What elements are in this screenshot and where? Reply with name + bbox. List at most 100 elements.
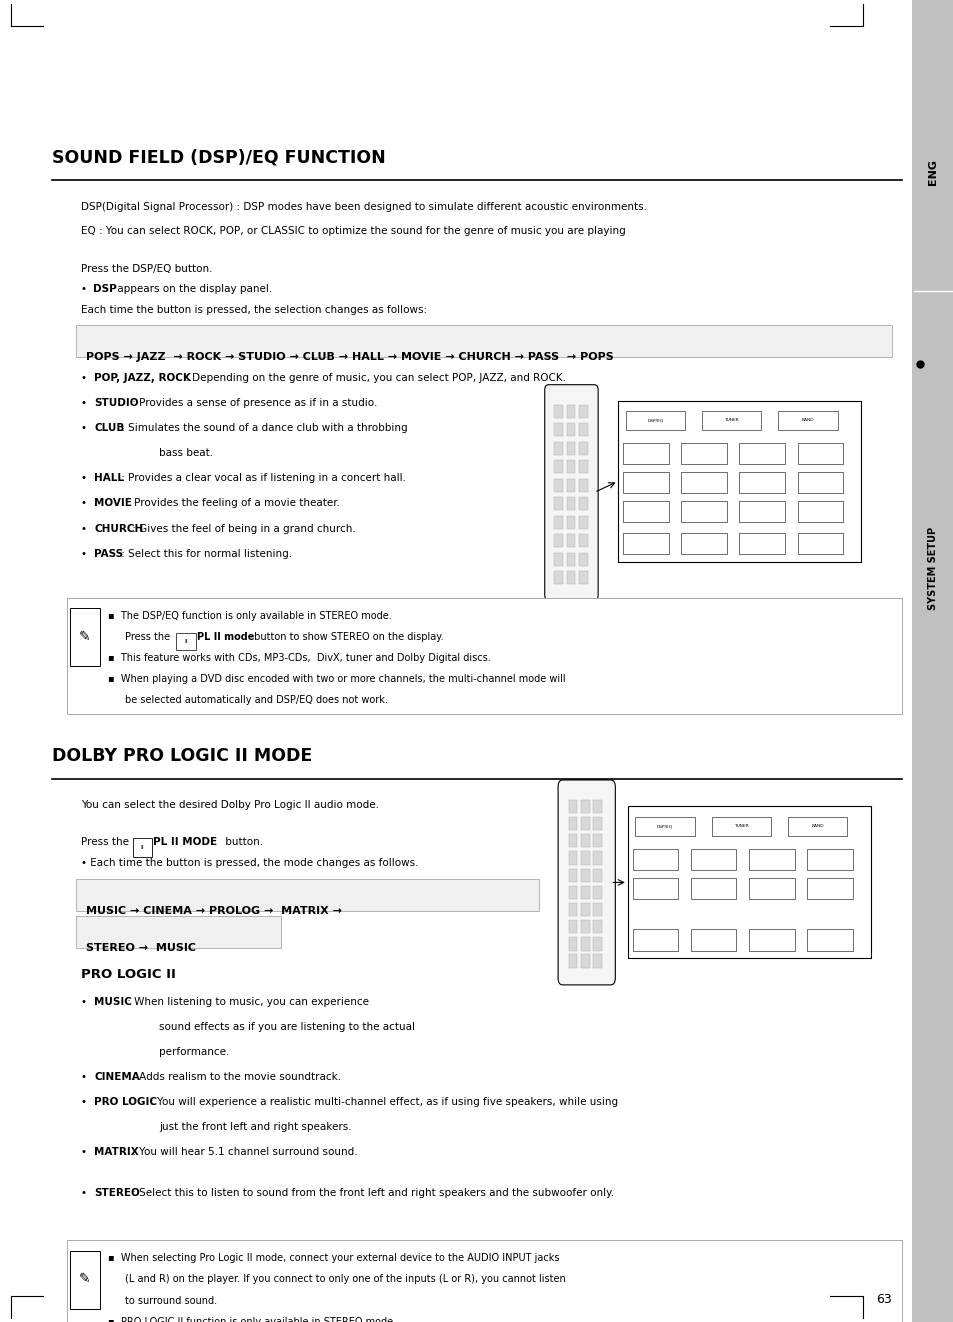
FancyBboxPatch shape — [554, 534, 562, 547]
FancyBboxPatch shape — [578, 534, 587, 547]
Text: bass beat.: bass beat. — [159, 448, 213, 459]
Text: just the front left and right speakers.: just the front left and right speakers. — [159, 1122, 352, 1133]
FancyBboxPatch shape — [578, 497, 587, 510]
FancyBboxPatch shape — [690, 878, 736, 899]
Text: sound effects as if you are listening to the actual: sound effects as if you are listening to… — [159, 1022, 415, 1032]
FancyBboxPatch shape — [911, 0, 953, 1322]
Text: ENG: ENG — [927, 159, 937, 185]
Text: PRO LOGIC: PRO LOGIC — [94, 1097, 157, 1108]
FancyBboxPatch shape — [566, 553, 575, 566]
Text: : Provides the feeling of a movie theater.: : Provides the feeling of a movie theate… — [124, 498, 339, 509]
FancyBboxPatch shape — [622, 533, 668, 554]
Text: •: • — [81, 1072, 91, 1083]
FancyBboxPatch shape — [593, 800, 601, 813]
Text: •: • — [81, 373, 91, 383]
FancyBboxPatch shape — [578, 423, 587, 436]
Text: Each time the button is pressed, the selection changes as follows:: Each time the button is pressed, the sel… — [81, 305, 427, 316]
FancyBboxPatch shape — [578, 460, 587, 473]
Text: •: • — [81, 1097, 91, 1108]
FancyBboxPatch shape — [566, 479, 575, 492]
FancyBboxPatch shape — [558, 780, 615, 985]
Text: •: • — [81, 423, 91, 434]
FancyBboxPatch shape — [625, 411, 684, 430]
FancyBboxPatch shape — [622, 501, 668, 522]
FancyBboxPatch shape — [568, 937, 577, 951]
FancyBboxPatch shape — [580, 903, 589, 916]
FancyBboxPatch shape — [568, 920, 577, 933]
Text: Press the: Press the — [125, 632, 173, 642]
Text: •: • — [81, 1188, 91, 1199]
Text: CLUB: CLUB — [94, 423, 125, 434]
FancyBboxPatch shape — [690, 849, 736, 870]
FancyBboxPatch shape — [632, 878, 678, 899]
Text: button.: button. — [222, 837, 263, 847]
Text: : Depending on the genre of music, you can select POP, JAZZ, and ROCK.: : Depending on the genre of music, you c… — [181, 373, 565, 383]
FancyBboxPatch shape — [797, 533, 842, 554]
FancyBboxPatch shape — [578, 442, 587, 455]
Text: : When listening to music, you can experience: : When listening to music, you can exper… — [124, 997, 368, 1007]
FancyBboxPatch shape — [748, 929, 794, 951]
FancyBboxPatch shape — [566, 497, 575, 510]
FancyBboxPatch shape — [632, 929, 678, 951]
FancyBboxPatch shape — [690, 929, 736, 951]
FancyBboxPatch shape — [593, 954, 601, 968]
Text: : Simulates the sound of a dance club with a throbbing: : Simulates the sound of a dance club wi… — [117, 423, 407, 434]
FancyBboxPatch shape — [76, 916, 281, 948]
Text: ▪  When playing a DVD disc encoded with two or more channels, the multi-channel : ▪ When playing a DVD disc encoded with t… — [108, 674, 565, 685]
FancyBboxPatch shape — [566, 534, 575, 547]
FancyBboxPatch shape — [593, 851, 601, 865]
Text: BAND: BAND — [801, 418, 814, 423]
FancyBboxPatch shape — [797, 501, 842, 522]
FancyBboxPatch shape — [554, 553, 562, 566]
Text: DSP/EQ: DSP/EQ — [646, 418, 663, 423]
FancyBboxPatch shape — [568, 834, 577, 847]
Text: ▪  PRO LOGIC II function is only available in STEREO mode.: ▪ PRO LOGIC II function is only availabl… — [108, 1317, 395, 1322]
FancyBboxPatch shape — [568, 800, 577, 813]
FancyBboxPatch shape — [580, 920, 589, 933]
Text: DSP/EQ: DSP/EQ — [656, 824, 673, 829]
FancyBboxPatch shape — [797, 472, 842, 493]
FancyBboxPatch shape — [593, 869, 601, 882]
Text: DSP: DSP — [92, 284, 116, 295]
FancyBboxPatch shape — [578, 405, 587, 418]
FancyBboxPatch shape — [580, 834, 589, 847]
Text: : You will experience a realistic multi-channel effect, as if using five speaker: : You will experience a realistic multi-… — [147, 1097, 618, 1108]
Text: You can select the desired Dolby Pro Logic II audio mode.: You can select the desired Dolby Pro Log… — [81, 800, 378, 810]
Text: •: • — [81, 398, 91, 408]
Text: II: II — [140, 845, 144, 850]
Text: ✎: ✎ — [79, 1273, 91, 1286]
FancyBboxPatch shape — [67, 598, 901, 714]
FancyBboxPatch shape — [680, 501, 726, 522]
FancyBboxPatch shape — [554, 516, 562, 529]
FancyBboxPatch shape — [618, 401, 861, 562]
Text: : Adds realism to the movie soundtrack.: : Adds realism to the movie soundtrack. — [130, 1072, 341, 1083]
Text: DSP(Digital Signal Processor) : DSP modes have been designed to simulate differe: DSP(Digital Signal Processor) : DSP mode… — [81, 202, 646, 213]
FancyBboxPatch shape — [544, 385, 598, 600]
FancyBboxPatch shape — [580, 954, 589, 968]
Text: TUNER: TUNER — [733, 824, 748, 829]
Text: CINEMA: CINEMA — [94, 1072, 140, 1083]
Text: : Provides a sense of presence as if in a studio.: : Provides a sense of presence as if in … — [130, 398, 377, 408]
FancyBboxPatch shape — [680, 533, 726, 554]
Text: TUNER: TUNER — [723, 418, 739, 423]
Text: STEREO: STEREO — [94, 1188, 140, 1199]
Text: CHURCH: CHURCH — [94, 524, 144, 534]
FancyBboxPatch shape — [568, 886, 577, 899]
FancyBboxPatch shape — [580, 800, 589, 813]
FancyBboxPatch shape — [711, 817, 770, 836]
FancyBboxPatch shape — [806, 878, 852, 899]
FancyBboxPatch shape — [701, 411, 760, 430]
FancyBboxPatch shape — [680, 472, 726, 493]
Text: : Provides a clear vocal as if listening in a concert hall.: : Provides a clear vocal as if listening… — [117, 473, 405, 484]
FancyBboxPatch shape — [580, 869, 589, 882]
FancyBboxPatch shape — [566, 571, 575, 584]
FancyBboxPatch shape — [580, 937, 589, 951]
FancyBboxPatch shape — [806, 929, 852, 951]
FancyBboxPatch shape — [748, 849, 794, 870]
Text: MOVIE: MOVIE — [94, 498, 132, 509]
FancyBboxPatch shape — [566, 516, 575, 529]
Text: : Select this to listen to sound from the front left and right speakers and the : : Select this to listen to sound from th… — [130, 1188, 614, 1199]
FancyBboxPatch shape — [578, 571, 587, 584]
FancyBboxPatch shape — [554, 479, 562, 492]
Text: ✎: ✎ — [79, 631, 91, 644]
